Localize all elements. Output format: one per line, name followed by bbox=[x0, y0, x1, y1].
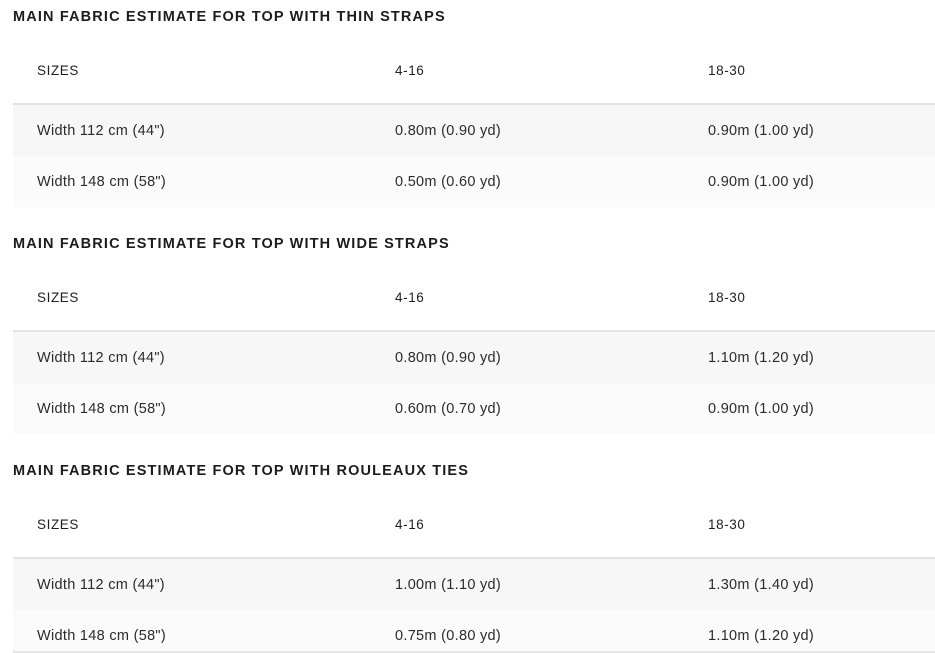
col-header-sizes-18-30: 18-30 bbox=[708, 290, 746, 305]
col-header-sizes-18-30: 18-30 bbox=[708, 517, 746, 532]
col-header-sizes: SIZES bbox=[37, 517, 80, 532]
fabric-amount-cell: 0.50m (0.60 yd) bbox=[395, 173, 502, 190]
section-heading: MAIN FABRIC ESTIMATE FOR TOP WITH ROULEA… bbox=[13, 463, 470, 479]
section-thin-straps: MAIN FABRIC ESTIMATE FOR TOP WITH THIN S… bbox=[13, 0, 935, 207]
fabric-amount-cell: 1.30m (1.40 yd) bbox=[708, 576, 815, 593]
table-body: Width 112 cm (44") 1.00m (1.10 yd) 1.30m… bbox=[13, 557, 935, 653]
row-label: Width 112 cm (44") bbox=[37, 349, 165, 366]
table-row: Width 148 cm (58") 0.50m (0.60 yd) 0.90m… bbox=[13, 156, 935, 207]
section-heading: MAIN FABRIC ESTIMATE FOR TOP WITH WIDE S… bbox=[13, 236, 450, 252]
table-row: Width 148 cm (58") 0.75m (0.80 yd) 1.10m… bbox=[13, 610, 935, 653]
row-label: Width 148 cm (58") bbox=[37, 400, 167, 417]
section-heading: MAIN FABRIC ESTIMATE FOR TOP WITH THIN S… bbox=[13, 9, 446, 25]
table-header-row: SIZES 4-16 18-30 bbox=[13, 517, 935, 532]
fabric-amount-cell: 0.80m (0.90 yd) bbox=[395, 122, 502, 139]
fabric-amount-cell: 1.10m (1.20 yd) bbox=[708, 349, 815, 366]
section-wide-straps: MAIN FABRIC ESTIMATE FOR TOP WITH WIDE S… bbox=[13, 207, 935, 434]
table-body: Width 112 cm (44") 0.80m (0.90 yd) 0.90m… bbox=[13, 103, 935, 207]
fabric-amount-cell: 1.10m (1.20 yd) bbox=[708, 627, 815, 644]
row-label: Width 112 cm (44") bbox=[37, 122, 165, 139]
fabric-amount-cell: 0.90m (1.00 yd) bbox=[708, 122, 815, 139]
table-body: Width 112 cm (44") 0.80m (0.90 yd) 1.10m… bbox=[13, 330, 935, 434]
fabric-amount-cell: 0.90m (1.00 yd) bbox=[708, 173, 815, 190]
page-bottom-divider bbox=[13, 651, 935, 653]
table-row: Width 112 cm (44") 0.80m (0.90 yd) 0.90m… bbox=[13, 105, 935, 156]
row-label: Width 112 cm (44") bbox=[37, 576, 165, 593]
table-header-row: SIZES 4-16 18-30 bbox=[13, 290, 935, 305]
fabric-amount-cell: 0.60m (0.70 yd) bbox=[395, 400, 502, 417]
table-row: Width 148 cm (58") 0.60m (0.70 yd) 0.90m… bbox=[13, 383, 935, 434]
fabric-amount-cell: 0.90m (1.00 yd) bbox=[708, 400, 815, 417]
row-label: Width 148 cm (58") bbox=[37, 627, 167, 644]
col-header-sizes-18-30: 18-30 bbox=[708, 63, 746, 78]
col-header-sizes: SIZES bbox=[37, 63, 80, 78]
table-row: Width 112 cm (44") 0.80m (0.90 yd) 1.10m… bbox=[13, 332, 935, 383]
col-header-sizes-4-16: 4-16 bbox=[395, 63, 425, 78]
col-header-sizes: SIZES bbox=[37, 290, 80, 305]
fabric-amount-cell: 0.80m (0.90 yd) bbox=[395, 349, 502, 366]
row-label: Width 148 cm (58") bbox=[37, 173, 167, 190]
table-row: Width 112 cm (44") 1.00m (1.10 yd) 1.30m… bbox=[13, 559, 935, 610]
table-header-row: SIZES 4-16 18-30 bbox=[13, 63, 935, 78]
fabric-amount-cell: 1.00m (1.10 yd) bbox=[395, 576, 502, 593]
col-header-sizes-4-16: 4-16 bbox=[395, 290, 425, 305]
col-header-sizes-4-16: 4-16 bbox=[395, 517, 425, 532]
fabric-amount-cell: 0.75m (0.80 yd) bbox=[395, 627, 502, 644]
section-rouleaux-ties: MAIN FABRIC ESTIMATE FOR TOP WITH ROULEA… bbox=[13, 434, 935, 653]
